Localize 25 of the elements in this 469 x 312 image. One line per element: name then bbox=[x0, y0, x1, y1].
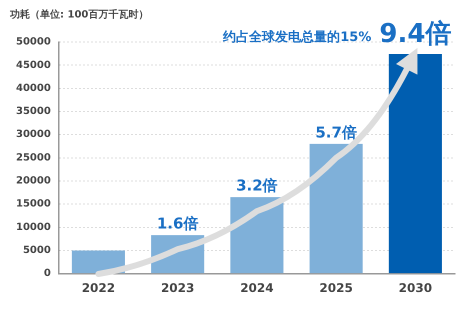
y-tick-label: 30000 bbox=[16, 129, 51, 140]
y-tick-label: 15000 bbox=[16, 198, 51, 210]
y-tick-label: 40000 bbox=[16, 82, 51, 94]
y-tick-label: 5000 bbox=[22, 245, 51, 256]
x-tick-label: 2025 bbox=[319, 280, 353, 295]
y-tick-label: 20000 bbox=[16, 176, 51, 187]
annotation: 9.4倍 bbox=[379, 18, 452, 49]
y-tick-label: 25000 bbox=[16, 152, 51, 164]
x-tick-label: 2023 bbox=[160, 280, 194, 295]
y-tick-label: 10000 bbox=[16, 222, 51, 233]
x-tick-label: 2030 bbox=[398, 280, 432, 295]
x-tick-label: 2022 bbox=[82, 280, 116, 295]
bar bbox=[310, 144, 363, 274]
annotation: 约占全球发电总量的15% bbox=[222, 28, 372, 45]
annotation: 1.6倍 bbox=[156, 214, 198, 233]
y-tick-label: 35000 bbox=[16, 106, 51, 118]
y-axis-title: 功耗（单位: 100百万千瓦时） bbox=[9, 8, 148, 21]
y-tick-label: 50000 bbox=[16, 36, 51, 48]
bar bbox=[230, 197, 284, 274]
y-tick-label: 0 bbox=[44, 268, 51, 280]
annotation: 5.7倍 bbox=[315, 123, 357, 142]
annotation: 3.2倍 bbox=[236, 176, 278, 195]
x-tick-label: 2024 bbox=[240, 280, 274, 295]
y-tick-label: 45000 bbox=[16, 60, 51, 71]
bar bbox=[388, 54, 442, 274]
